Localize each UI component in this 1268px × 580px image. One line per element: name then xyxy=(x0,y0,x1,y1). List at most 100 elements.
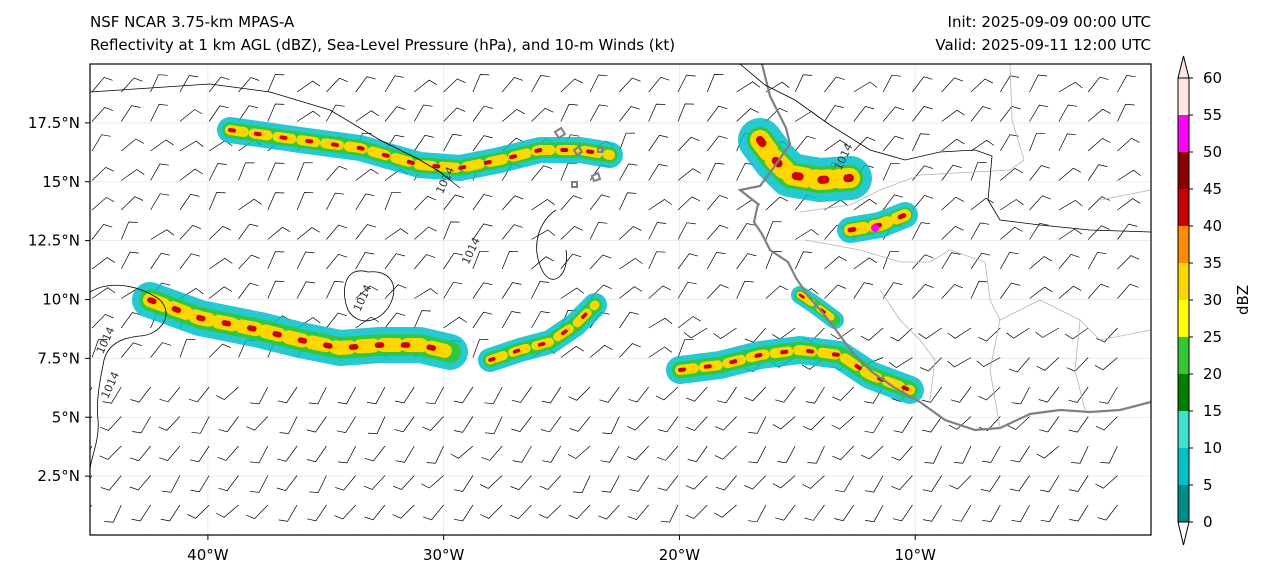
wind-barb xyxy=(364,445,386,462)
wind-barb xyxy=(948,416,972,430)
wind-barb xyxy=(1000,167,1023,181)
wind-barb xyxy=(970,534,972,535)
wind-barb xyxy=(1038,386,1060,403)
wind-barb xyxy=(736,81,761,93)
wind-barb xyxy=(1066,357,1089,372)
wind-barb xyxy=(484,386,503,405)
reflectivity-field xyxy=(132,117,924,404)
wind-barb xyxy=(179,75,199,93)
wind-barb xyxy=(882,162,900,181)
wind-barb xyxy=(559,534,562,535)
wind-barb xyxy=(179,168,203,181)
wind-barb xyxy=(941,225,964,240)
wind-barb xyxy=(179,140,204,152)
colorbar-tick-label: 0 xyxy=(1203,513,1213,531)
wind-barb xyxy=(1087,252,1107,270)
wind-barb xyxy=(1068,386,1089,403)
wind-barb xyxy=(158,416,181,431)
wind-barb xyxy=(414,226,437,240)
wind-barb xyxy=(355,285,379,299)
wind-barb xyxy=(414,134,434,152)
lon-tick-label: 20°W xyxy=(659,546,701,564)
wind-barb xyxy=(648,222,667,240)
wind-barb xyxy=(384,284,407,299)
wind-barb xyxy=(824,76,845,93)
wind-barb xyxy=(978,386,1001,401)
wind-barb xyxy=(1029,195,1051,211)
wind-barb xyxy=(677,136,700,152)
wind-barb xyxy=(830,327,855,340)
wind-barb xyxy=(736,280,754,299)
wind-barb xyxy=(627,504,649,521)
colorbar-label: dBZ xyxy=(1234,285,1252,315)
wind-barb xyxy=(325,534,327,535)
wind-barb xyxy=(861,445,884,460)
wind-barb xyxy=(179,339,196,358)
wind-barb xyxy=(912,194,934,211)
wind-barb xyxy=(1058,167,1082,181)
wind-barb xyxy=(1040,475,1060,493)
wind-barb xyxy=(947,327,972,339)
wind-barb xyxy=(804,504,825,521)
wind-barb xyxy=(1000,282,1021,299)
wind-barb xyxy=(414,195,436,211)
wind-barb xyxy=(395,445,415,463)
wind-barb xyxy=(619,311,639,329)
wind-barb xyxy=(999,252,1019,270)
wind-barb xyxy=(159,445,181,462)
wind-barb xyxy=(1087,164,1108,181)
wind-barb xyxy=(453,504,474,522)
wind-barb xyxy=(824,199,849,211)
wind-barb xyxy=(121,105,141,122)
wind-barb xyxy=(296,192,314,211)
lon-tick-label: 30°W xyxy=(423,546,465,564)
wind-barb xyxy=(568,504,591,520)
wind-barb xyxy=(1094,357,1118,371)
wind-barb xyxy=(794,74,813,93)
wind-barb xyxy=(218,475,239,492)
wind-barb xyxy=(864,475,884,493)
wind-barb xyxy=(187,504,210,519)
wind-barb xyxy=(619,343,641,358)
colorbar-segment xyxy=(1178,411,1189,448)
wind-barb xyxy=(472,339,489,358)
wind-barb xyxy=(922,416,942,433)
wind-barb xyxy=(188,386,210,403)
wind-barb xyxy=(414,254,436,270)
colorbar-tick-label: 25 xyxy=(1203,328,1222,346)
wind-barb xyxy=(949,475,972,490)
wind-barb xyxy=(736,253,757,270)
wind-barb xyxy=(1000,226,1023,240)
wind-barb xyxy=(941,164,962,181)
wind-barb xyxy=(802,475,825,489)
wind-barb xyxy=(1087,225,1110,240)
wind-barb xyxy=(277,445,298,462)
wind-barb xyxy=(912,283,934,299)
wind-barb xyxy=(1087,76,1109,93)
wind-barb xyxy=(706,252,726,270)
colorbar-tick-label: 30 xyxy=(1203,291,1222,309)
wind-barb xyxy=(395,386,415,404)
wind-barb xyxy=(717,386,737,404)
wind-barb xyxy=(589,344,613,358)
wind-barb xyxy=(91,76,113,93)
wind-barb xyxy=(683,327,708,339)
wind-barb xyxy=(882,135,904,152)
wind-barb xyxy=(735,534,737,535)
wind-barb xyxy=(267,74,285,93)
isobar-label: 1014 xyxy=(351,283,375,314)
wind-barb xyxy=(250,475,269,493)
wind-barb xyxy=(179,224,202,240)
wind-barb xyxy=(953,445,972,464)
wind-barb xyxy=(413,534,415,535)
wind-barb xyxy=(238,77,260,93)
wind-barb xyxy=(560,225,583,240)
wind-barb xyxy=(629,475,649,492)
wind-barb xyxy=(1000,75,1020,93)
wind-barb xyxy=(882,194,904,211)
map-axes: 2.5°N 5°N 7.5°N 10°N 12.5°N 15°N 17.5°N 40°W 30°… xyxy=(28,114,936,564)
wind-barb xyxy=(267,192,285,211)
wind-barb xyxy=(1039,416,1060,433)
colorbar-tick-label: 60 xyxy=(1203,69,1222,87)
wind-barb xyxy=(162,475,181,493)
